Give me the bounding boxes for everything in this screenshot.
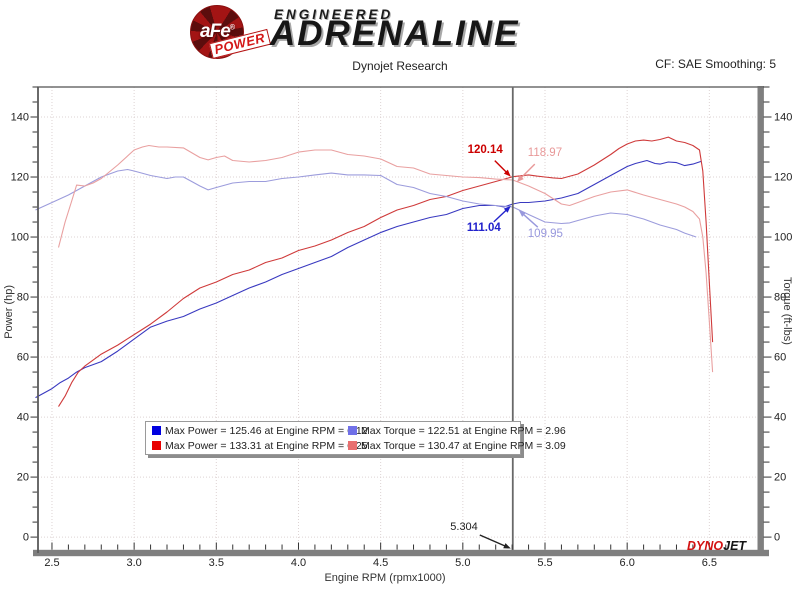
engineered-logo-text: ENGINEERED [274, 7, 394, 22]
legend-label: Max Torque = 122.51 at Engine RPM = 2.96 [361, 424, 566, 437]
cursor-readout-torque-baseline: 109.95 [527, 228, 563, 241]
tick-label: 100 [11, 232, 29, 244]
tick-label: 3.5 [209, 557, 224, 569]
tick-label: 4.0 [291, 557, 306, 569]
tick-label: 2.5 [44, 557, 59, 569]
legend-label: Max Power = 133.31 at Engine RPM = 6.25 [165, 439, 368, 452]
bottom-axis-bar [33, 549, 769, 557]
annotation-arrowhead [518, 210, 526, 217]
legend-swatch-torque-baseline [348, 426, 357, 435]
tick-label: 140 [774, 112, 792, 124]
curve-torque-baseline [35, 168, 697, 238]
curve-power-afe [58, 136, 714, 407]
right-axis-bar [757, 86, 764, 556]
left-axis-title: Power (hp) [3, 285, 15, 339]
annotation-arrowhead [503, 205, 511, 213]
annotation-arrowhead [503, 169, 511, 177]
tick-label: 20 [774, 472, 786, 484]
tick-label: 80 [17, 292, 29, 304]
legend-swatch-torque-afe [348, 441, 357, 450]
legend-label: Max Torque = 130.47 at Engine RPM = 3.09 [361, 439, 566, 452]
legend-item-torque-baseline: Max Torque = 122.51 at Engine RPM = 2.96 [348, 425, 566, 437]
annotation-arrowhead [516, 175, 524, 183]
tick-label: 40 [774, 412, 786, 424]
correction-factor-note: CF: SAE Smoothing: 5 [655, 57, 776, 71]
curve-torque-afe [57, 144, 714, 373]
legend-box: Max Power = 125.46 at Engine RPM = 6.12 … [145, 421, 566, 455]
tick-label: 40 [17, 412, 29, 424]
tick-label: 6.0 [620, 557, 635, 569]
x-axis-title: Engine RPM (rpmx1000) [324, 572, 446, 584]
annotation-arrow [494, 160, 508, 173]
legend-item-power-baseline: Max Power = 125.46 at Engine RPM = 6.12 [152, 425, 368, 437]
dynojet-logo: DYNOJET [687, 539, 746, 553]
cursor-readout-power-afe: 120.14 [467, 143, 503, 156]
legend-item-torque-afe: Max Torque = 130.47 at Engine RPM = 3.09 [348, 440, 566, 452]
tick-label: 120 [11, 172, 29, 184]
annotation-arrow [520, 163, 536, 179]
cursor-readout-torque-afe: 118.97 [527, 147, 563, 160]
legend-label: Max Power = 125.46 at Engine RPM = 6.12 [165, 424, 368, 437]
tick-label: 0 [774, 532, 780, 544]
annotation-arrowhead [503, 543, 511, 549]
tick-label: 60 [17, 352, 29, 364]
tick-label: 5.5 [537, 557, 552, 569]
afe-logo-text: aFe® [200, 21, 235, 42]
legend-swatch-power-baseline [152, 426, 161, 435]
tick-label: 20 [17, 472, 29, 484]
adrenaline-logo-text: ADRENALINE [270, 14, 520, 53]
tick-label: 80 [774, 292, 786, 304]
dyno-software-title: Dynojet Research [352, 59, 448, 73]
annotation-arrow [479, 534, 506, 547]
tick-label: 4.5 [373, 557, 388, 569]
curve-power-baseline [35, 159, 702, 399]
right-axis-title: Torque (ft-lbs) [781, 277, 793, 345]
tick-label: 60 [774, 352, 786, 364]
annotation-arrow [522, 213, 539, 228]
tick-label: 6.5 [702, 557, 717, 569]
cursor-rpm-label: 5.304 [450, 521, 478, 533]
tick-label: 100 [774, 232, 792, 244]
tick-label: 3.0 [126, 557, 141, 569]
dynojet-logo-jet: JET [723, 539, 747, 553]
cursor-readout-power-baseline: 111.04 [466, 221, 501, 234]
tick-label: 0 [23, 532, 29, 544]
legend-item-power-afe: Max Power = 133.31 at Engine RPM = 6.25 [152, 440, 368, 452]
tick-label: 120 [774, 172, 792, 184]
annotation-arrow [493, 209, 507, 223]
registered-mark: ® [229, 24, 235, 32]
tick-label: 140 [11, 112, 29, 124]
legend-swatch-power-afe [152, 441, 161, 450]
dynojet-logo-dyno: DYNO [687, 539, 724, 553]
tick-label: 5.0 [455, 557, 470, 569]
